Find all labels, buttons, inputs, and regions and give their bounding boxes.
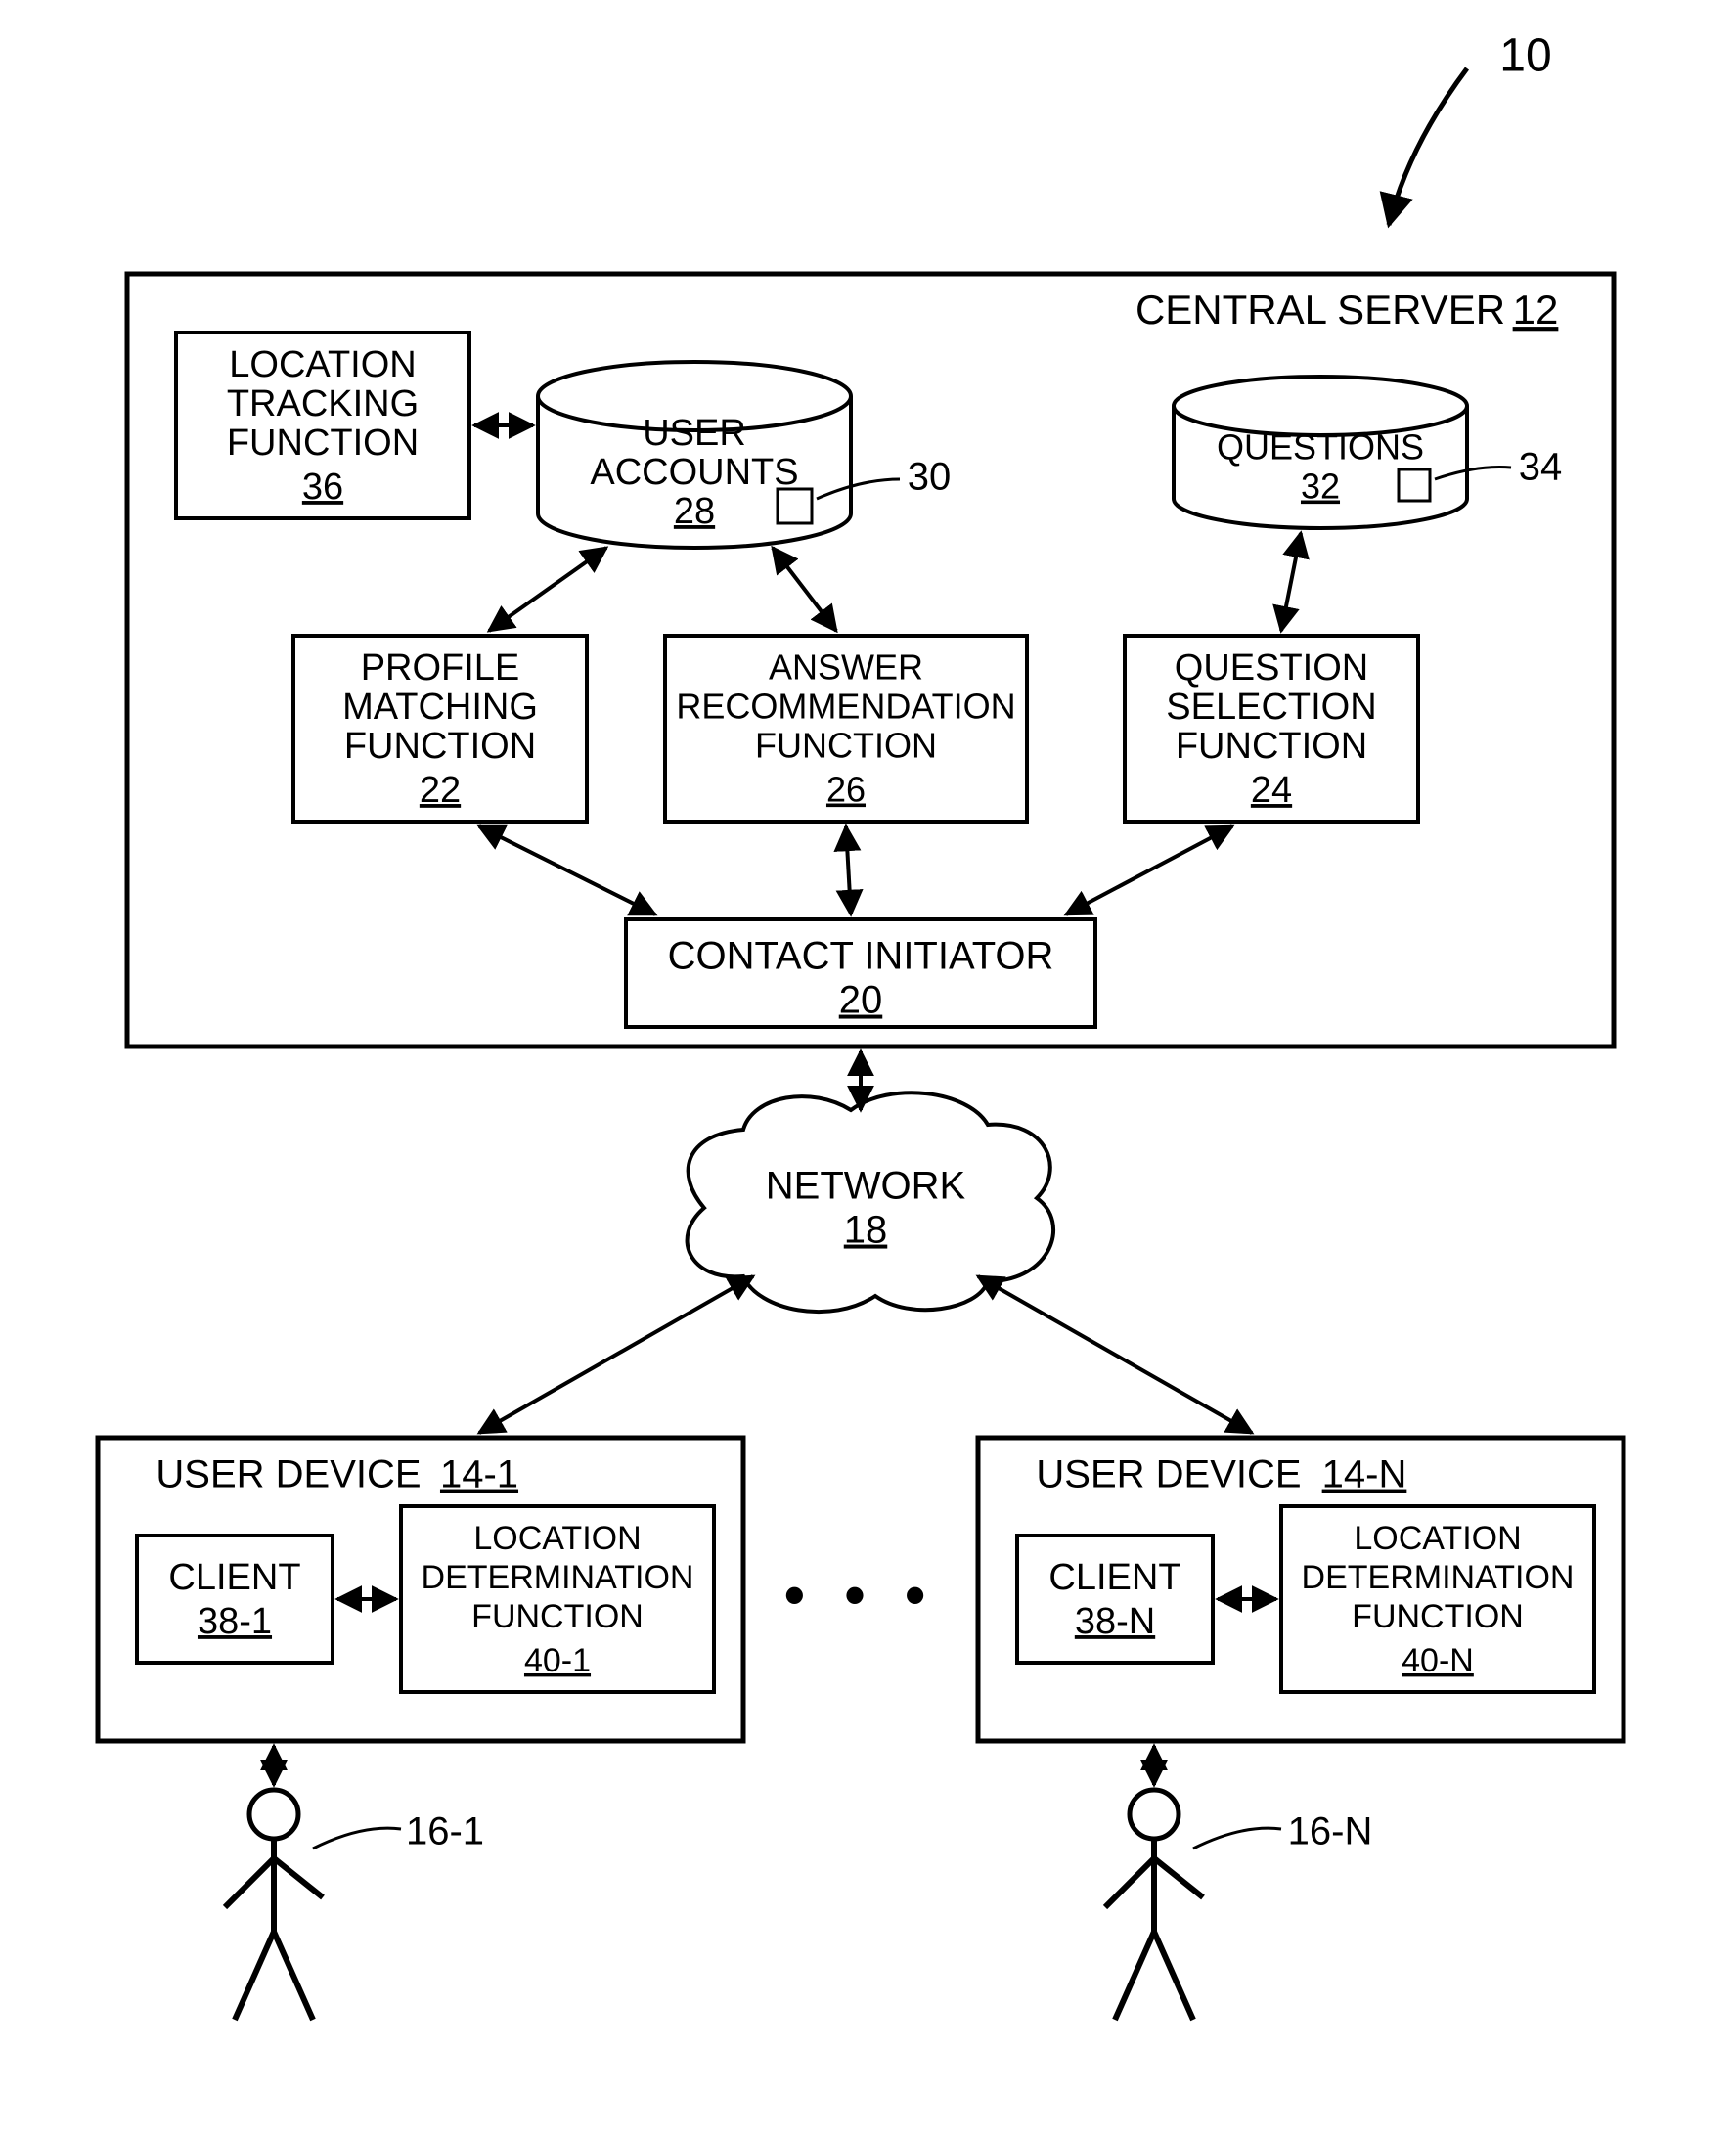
svg-text:34: 34 [1519, 446, 1563, 489]
svg-text:CLIENT: CLIENT [1048, 1557, 1180, 1598]
svg-text:CONTACT INITIATOR: CONTACT INITIATOR [668, 935, 1054, 978]
svg-text:28: 28 [674, 491, 715, 532]
svg-text:LOCATION: LOCATION [1354, 1520, 1521, 1557]
svg-text:36: 36 [302, 467, 343, 508]
svg-text:ACCOUNTS: ACCOUNTS [590, 452, 798, 493]
ellipsis: • • • [784, 1562, 937, 1627]
svg-text:TRACKING: TRACKING [227, 383, 419, 424]
arrow-accounts-answer [773, 548, 836, 631]
question-selection-box: QUESTION SELECTION FUNCTION 24 [1125, 636, 1418, 822]
contact-initiator-box: CONTACT INITIATOR 20 [626, 919, 1095, 1027]
arrow-questions-selection [1281, 533, 1301, 631]
svg-text:32: 32 [1301, 467, 1340, 507]
arrow-question-contact [1066, 826, 1232, 914]
svg-text:14-1: 14-1 [440, 1453, 518, 1496]
svg-text:USER DEVICE: USER DEVICE [1036, 1453, 1301, 1496]
arrow-accounts-profile [489, 548, 606, 631]
svg-text:FUNCTION: FUNCTION [227, 423, 419, 464]
svg-text:FUNCTION: FUNCTION [471, 1598, 644, 1635]
central-server-title: CENTRAL SERVER [1135, 287, 1505, 333]
svg-text:NETWORK: NETWORK [766, 1165, 966, 1208]
svg-text:22: 22 [420, 770, 461, 811]
svg-text:USER: USER [643, 413, 746, 454]
arrow-network-deviceN [978, 1276, 1252, 1433]
svg-text:26: 26 [826, 770, 866, 810]
svg-text:40-1: 40-1 [524, 1642, 591, 1679]
arrow-network-device1 [479, 1276, 753, 1433]
svg-text:SELECTION: SELECTION [1166, 687, 1376, 728]
system-ref: 10 [1389, 30, 1552, 225]
svg-text:CLIENT: CLIENT [168, 1557, 300, 1598]
svg-text:14-N: 14-N [1322, 1453, 1407, 1496]
svg-text:FUNCTION: FUNCTION [1176, 726, 1367, 767]
system-ref-num: 10 [1499, 30, 1551, 82]
arrow-answer-contact [846, 826, 851, 914]
system-diagram: 10 CENTRAL SERVER 12 LOCATION TRACKING F… [0, 0, 1736, 2139]
svg-text:20: 20 [839, 979, 883, 1022]
svg-text:24: 24 [1251, 770, 1292, 811]
profile-matching-box: PROFILE MATCHING FUNCTION 22 [293, 636, 587, 822]
svg-text:ANSWER: ANSWER [769, 647, 923, 688]
user-n-ref: 16-N [1288, 1810, 1373, 1853]
user-device-n: USER DEVICE 14-N CLIENT 38-N LOCATION DE… [978, 1438, 1624, 1741]
svg-text:LOCATION: LOCATION [229, 344, 416, 385]
network-cloud: NETWORK 18 [688, 1092, 1053, 1312]
svg-text:USER DEVICE: USER DEVICE [156, 1453, 421, 1496]
svg-text:LOCATION: LOCATION [473, 1520, 641, 1557]
svg-text:38-1: 38-1 [198, 1601, 272, 1642]
user-1-icon [225, 1790, 323, 2020]
svg-text:30: 30 [908, 456, 952, 499]
location-tracking-box: LOCATION TRACKING FUNCTION 36 [176, 333, 469, 518]
svg-text:QUESTIONS: QUESTIONS [1217, 427, 1424, 468]
user-accounts-db: USER ACCOUNTS 28 30 [538, 362, 951, 548]
svg-text:FUNCTION: FUNCTION [1352, 1598, 1524, 1635]
answer-recommendation-box: ANSWER RECOMMENDATION FUNCTION 26 [665, 636, 1027, 822]
svg-text:38-N: 38-N [1075, 1601, 1155, 1642]
svg-text:18: 18 [844, 1209, 888, 1252]
questions-db: QUESTIONS 32 34 [1174, 377, 1562, 528]
svg-text:DETERMINATION: DETERMINATION [1302, 1559, 1575, 1596]
user-n-icon [1105, 1790, 1203, 2020]
svg-text:QUESTION: QUESTION [1175, 647, 1368, 689]
svg-text:40-N: 40-N [1402, 1642, 1474, 1679]
svg-text:FUNCTION: FUNCTION [755, 726, 937, 766]
central-server-ref: 12 [1513, 287, 1559, 333]
user-device-1: USER DEVICE 14-1 CLIENT 38-1 LOCATION DE… [98, 1438, 743, 1741]
svg-text:PROFILE: PROFILE [361, 647, 520, 689]
arrow-profile-contact [479, 826, 655, 914]
svg-text:RECOMMENDATION: RECOMMENDATION [676, 687, 1015, 727]
svg-text:MATCHING: MATCHING [342, 687, 538, 728]
user-1-ref: 16-1 [406, 1810, 484, 1853]
svg-text:DETERMINATION: DETERMINATION [422, 1559, 694, 1596]
svg-text:FUNCTION: FUNCTION [344, 726, 536, 767]
